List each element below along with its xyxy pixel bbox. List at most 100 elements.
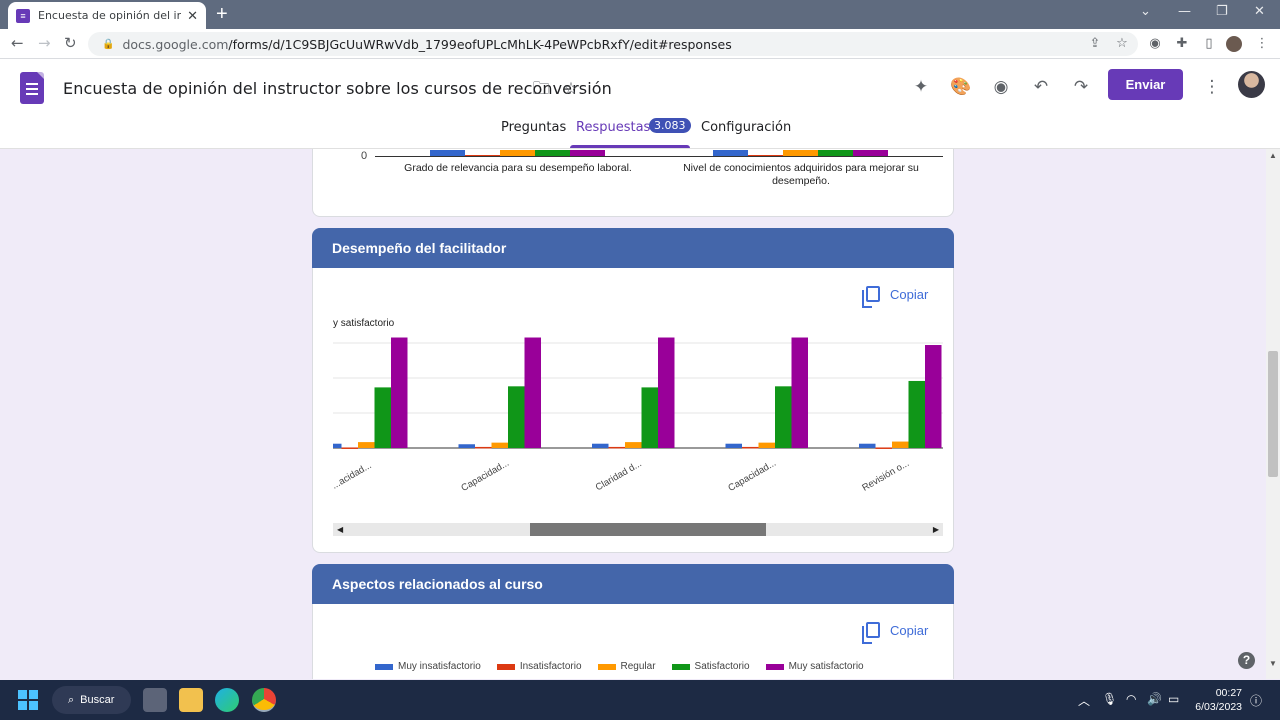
bar-muy-insatisfactorio[interactable]: [458, 444, 476, 448]
extensions-puzzle-icon[interactable]: ✚: [1176, 36, 1188, 51]
bar: [535, 150, 570, 157]
tab-responses[interactable]: Respuestas: [576, 120, 651, 135]
form-title[interactable]: Encuesta de opinión del instructor sobre…: [63, 79, 612, 98]
copy-chart-button[interactable]: Copiar: [862, 620, 946, 644]
send-button[interactable]: Enviar: [1108, 69, 1183, 100]
account-avatar[interactable]: [1238, 71, 1265, 98]
bar-muy-satisfactorio[interactable]: [524, 337, 542, 448]
new-tab-icon[interactable]: +: [216, 3, 228, 25]
chart-card-facilitator: Copiar y satisfactorio ...acidad... Capac…: [312, 268, 954, 553]
url-path: /forms/d/1C9SBJGcUuWRwVdb_1799eofUPLcMhL…: [228, 36, 732, 52]
bar-regular[interactable]: [491, 442, 509, 448]
bar: [853, 150, 888, 157]
bar-satisfactorio[interactable]: [374, 387, 392, 448]
bookmark-star-icon[interactable]: ☆: [1116, 36, 1128, 51]
scroll-down-icon[interactable]: ▼: [1269, 659, 1277, 668]
previous-chart-card: 0 Grado de relevancia para su desempeño …: [312, 149, 954, 217]
microphone-icon[interactable]: 🎙: [1102, 692, 1118, 706]
bar-satisfactorio[interactable]: [775, 386, 792, 448]
y-axis-zero-tick: 0: [361, 150, 368, 162]
bar-muy-insatisfactorio[interactable]: [592, 443, 609, 448]
clock[interactable]: 00:27 6/03/2023: [1186, 686, 1242, 714]
scroll-left-arrow-icon[interactable]: ◀: [337, 525, 344, 534]
edge-icon[interactable]: [215, 688, 239, 712]
bar-regular[interactable]: [358, 442, 375, 448]
bar-regular[interactable]: [892, 441, 909, 448]
category-label: Grado de relevancia para su desempeño la…: [404, 162, 632, 174]
browser-tab[interactable]: ≡ Encuesta de opinión del instructo ✕: [8, 2, 206, 29]
profile-avatar[interactable]: [1226, 36, 1242, 52]
bar-regular[interactable]: [758, 442, 776, 448]
url-host: docs.google.com: [122, 36, 229, 52]
bar-satisfactorio[interactable]: [508, 386, 525, 448]
help-icon[interactable]: ?: [1238, 652, 1255, 669]
bar-regular[interactable]: [625, 442, 642, 448]
close-tab-icon[interactable]: ✕: [187, 7, 198, 23]
active-tab-indicator: [570, 145, 690, 148]
back-icon[interactable]: ←: [11, 34, 24, 52]
tab-questions[interactable]: Preguntas: [501, 120, 567, 135]
chrome-icon[interactable]: [252, 688, 276, 712]
bar: [713, 150, 748, 157]
bar-muy-satisfactorio[interactable]: [925, 345, 942, 448]
bar-satisfactorio[interactable]: [908, 380, 926, 448]
tab-settings[interactable]: Configuración: [701, 120, 792, 135]
bar-muy-satisfactorio[interactable]: [391, 337, 408, 448]
bar: [818, 150, 853, 157]
minimize-icon[interactable]: —: [1178, 4, 1191, 19]
addons-icon[interactable]: ✦: [913, 77, 929, 97]
bar-insatisfactorio[interactable]: [608, 446, 626, 449]
taskbar-search[interactable]: ⌕ Buscar: [52, 686, 131, 714]
page-scroll-thumb[interactable]: [1268, 351, 1278, 477]
star-icon[interactable]: ☆: [563, 79, 579, 99]
wifi-icon[interactable]: ◠: [1126, 692, 1137, 706]
tab-search-icon[interactable]: ⌄: [1140, 4, 1151, 19]
bar-chart: y satisfactorio ...acidad... Capacidad...…: [325, 307, 943, 498]
section-header: Desempeño del facilitador: [312, 228, 954, 268]
scrollbar-thumb[interactable]: [530, 523, 766, 536]
google-forms-logo[interactable]: [20, 72, 44, 104]
chart-card-course: Copiar Muy insatisfactorio Insatisfactor…: [312, 604, 954, 679]
extension-g-icon[interactable]: ◉: [1149, 36, 1161, 51]
share-icon[interactable]: ⇪: [1089, 36, 1101, 51]
bar-muy-insatisfactorio[interactable]: [325, 443, 342, 448]
preview-eye-icon[interactable]: ◉: [993, 77, 1009, 97]
forward-icon[interactable]: →: [38, 34, 51, 52]
scroll-right-arrow-icon[interactable]: ▶: [932, 525, 939, 534]
file-explorer-icon[interactable]: [179, 688, 203, 712]
notification-icon[interactable]: ⓘ: [1250, 694, 1263, 708]
side-panel-icon[interactable]: ▯: [1205, 36, 1213, 51]
browser-menu-icon[interactable]: ⋮: [1255, 36, 1269, 51]
chart-horizontal-scrollbar[interactable]: ◀ ▶: [333, 523, 943, 536]
more-options-icon[interactable]: ⋮: [1203, 77, 1221, 97]
bar-muy-insatisfactorio[interactable]: [725, 443, 743, 448]
undo-icon[interactable]: ↶: [1033, 77, 1049, 97]
battery-icon[interactable]: ▭: [1168, 692, 1180, 706]
address-bar[interactable]: 🔒 docs.google.com/forms/d/1C9SBJGcUuWRwV…: [88, 32, 1138, 56]
category-tick-label: Revisión o...: [860, 458, 911, 494]
tray-chevron-icon[interactable]: ︿: [1078, 694, 1091, 708]
bar-muy-satisfactorio[interactable]: [658, 337, 675, 448]
page-scrollbar[interactable]: ▲ ▼: [1266, 149, 1280, 679]
bar-muy-satisfactorio[interactable]: [791, 337, 809, 448]
palette-icon[interactable]: 🎨: [950, 77, 972, 97]
category-tick-label: Capacidad...: [726, 458, 778, 494]
restore-icon[interactable]: ❐: [1216, 4, 1228, 19]
bar-muy-insatisfactorio[interactable]: [859, 443, 876, 448]
volume-icon[interactable]: 🔊: [1147, 692, 1162, 706]
close-window-icon[interactable]: ✕: [1254, 4, 1265, 19]
bar-insatisfactorio[interactable]: [742, 446, 759, 449]
bar-insatisfactorio[interactable]: [341, 447, 359, 449]
copy-chart-button[interactable]: Copiar: [862, 284, 946, 308]
task-view-icon[interactable]: [143, 688, 167, 712]
bar-insatisfactorio[interactable]: [475, 446, 492, 449]
bar-insatisfactorio[interactable]: [875, 447, 893, 449]
windows-start-icon[interactable]: [18, 690, 38, 710]
reload-icon[interactable]: ↻: [64, 34, 77, 52]
redo-icon[interactable]: ↷: [1073, 77, 1089, 97]
scroll-up-icon[interactable]: ▲: [1269, 151, 1277, 160]
windows-taskbar: ⌕ Buscar ︿ 🎙 ◠ 🔊 ▭ 00:27 6/03/2023 ⓘ: [0, 680, 1280, 720]
bar-satisfactorio[interactable]: [641, 387, 659, 448]
folder-icon[interactable]: 🗀: [532, 79, 550, 99]
forms-favicon-icon: ≡: [16, 8, 30, 23]
